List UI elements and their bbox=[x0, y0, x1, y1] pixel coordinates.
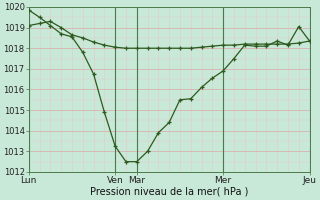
X-axis label: Pression niveau de la mer( hPa ): Pression niveau de la mer( hPa ) bbox=[90, 187, 248, 197]
